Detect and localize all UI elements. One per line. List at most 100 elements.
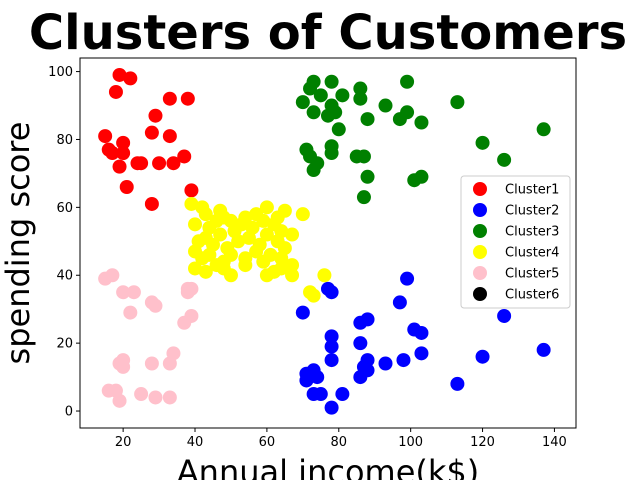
data-point [148,390,163,405]
data-point [274,251,289,266]
data-point [116,359,131,374]
data-point [331,122,346,137]
data-point [285,227,300,242]
data-point [184,196,199,211]
data-point [450,376,465,391]
data-point [295,207,310,222]
data-point [148,298,163,313]
data-point [180,285,195,300]
data-point [259,200,274,215]
data-point [324,285,339,300]
x-tick-label: 40 [187,435,204,450]
x-tick-label: 140 [542,435,567,450]
data-point [166,156,181,171]
legend-marker [473,266,487,280]
data-point [144,125,159,140]
data-point [295,305,310,320]
legend-marker [473,224,487,238]
data-point [450,95,465,110]
y-tick-label: 40 [56,269,73,284]
data-point [324,400,339,415]
y-tick-label: 20 [56,337,73,352]
y-tick-label: 60 [56,201,73,216]
x-tick-label: 20 [115,435,132,450]
data-point [353,336,368,351]
data-point [299,373,314,388]
data-point [400,74,415,89]
data-point [392,112,407,127]
data-point [162,91,177,106]
legend-label: Cluster4 [505,246,559,261]
data-point [216,210,231,225]
data-point [324,146,339,161]
data-point [356,359,371,374]
data-point [238,258,253,273]
data-point [360,312,375,327]
legend: Cluster1 Cluster2 Cluster3 Cluster4 Cluster5… [460,175,571,309]
data-point [306,288,321,303]
series-cluster4 [184,196,332,303]
series-cluster1 [98,67,199,211]
data-point [295,95,310,110]
data-point [123,71,138,86]
data-point [356,190,371,205]
legend-marker [473,287,487,301]
data-point [105,268,120,283]
data-point [497,152,512,167]
data-point [198,207,213,222]
data-point [285,258,300,273]
legend-label: Cluster3 [505,225,559,240]
data-point [98,129,113,144]
data-point [234,217,249,232]
data-point [475,135,490,150]
data-point [414,115,429,130]
data-point [108,84,123,99]
y-tick-label: 100 [48,65,73,80]
data-point [223,268,238,283]
data-point [166,346,181,361]
data-point [256,213,271,228]
data-point [119,179,134,194]
data-point [148,108,163,123]
plot-frame [79,57,577,429]
data-point [180,91,195,106]
data-point [112,393,127,408]
data-point [353,91,368,106]
data-point [396,353,411,368]
data-point [123,305,138,320]
data-point [303,81,318,96]
plot-area: 20 40 60 80 100 120 140 0 20 40 60 80 100 [48,57,577,450]
data-point [116,146,131,161]
data-point [213,227,228,242]
data-point [152,156,167,171]
data-point [202,247,217,262]
data-point [335,387,350,402]
series-cluster3 [295,74,551,205]
data-point [116,285,131,300]
x-axis-label: Annual income(k$) [177,453,479,480]
data-point [378,356,393,371]
data-point [324,74,339,89]
data-point [285,268,300,283]
data-point [356,149,371,164]
data-point [414,169,429,184]
data-point [324,339,339,354]
data-point [317,268,332,283]
data-point [324,353,339,368]
legend-marker [473,182,487,196]
legend-label: Cluster1 [505,183,559,198]
data-point [335,88,350,103]
data-point [536,342,551,357]
data-point [162,390,177,405]
data-point [177,149,192,164]
data-point [360,169,375,184]
legend-marker [473,245,487,259]
data-point [188,261,203,276]
data-point [241,230,256,245]
data-point [306,163,321,178]
y-tick-label: 80 [56,133,73,148]
legend-label: Cluster5 [505,267,559,282]
data-point [324,329,339,344]
